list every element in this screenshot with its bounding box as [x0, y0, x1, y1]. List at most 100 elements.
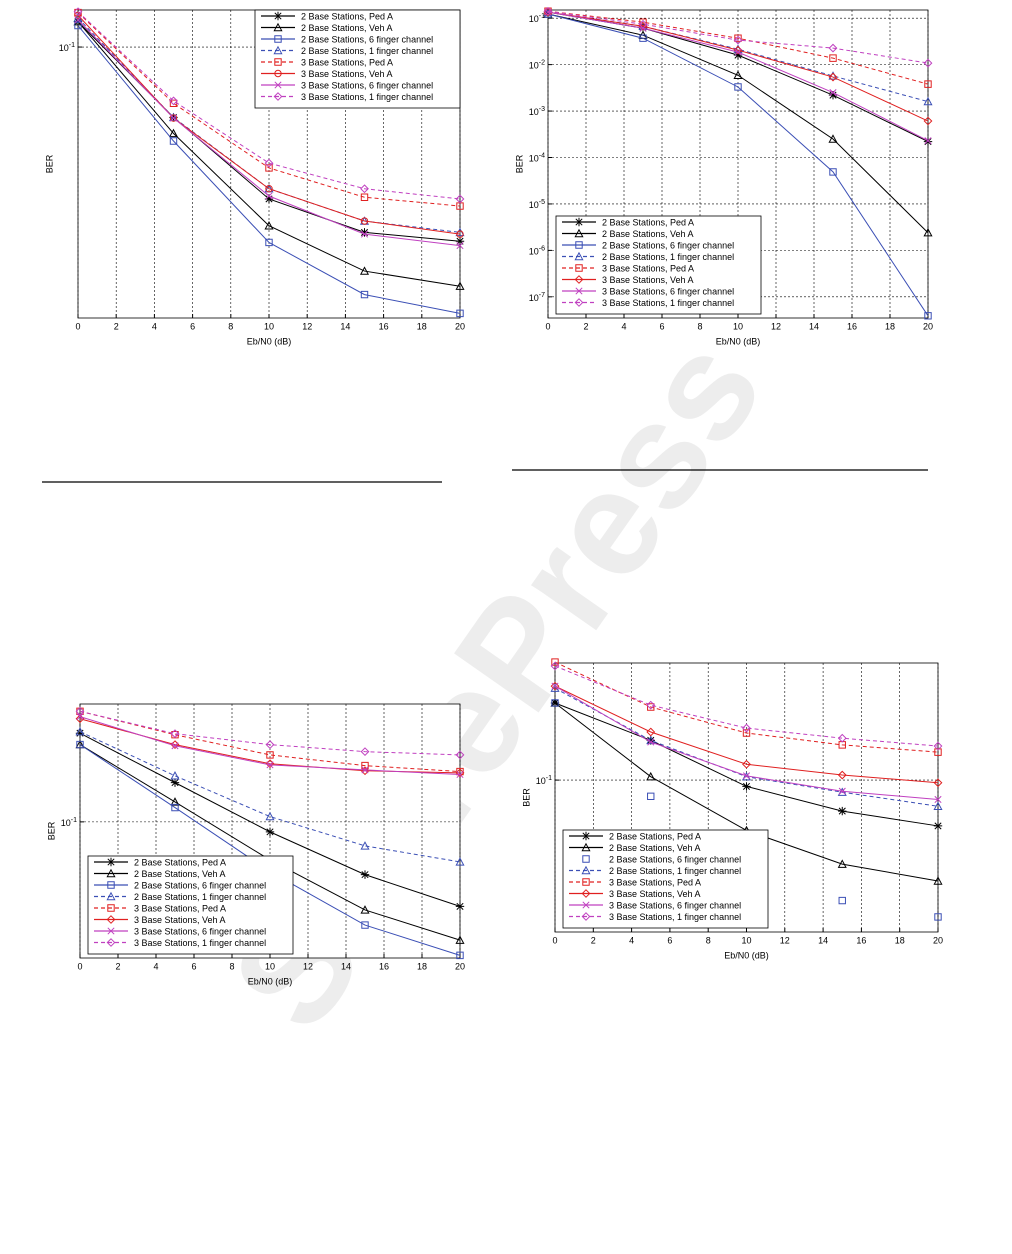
chart: 0 2 4 6 8 10 12 14 16 18 20 10-1 Eb/N0 (dB) BER 2 Base… [44, 7, 465, 346]
marker [170, 797, 180, 806]
marker [828, 72, 838, 82]
legend-label: 2 Base Stations, Ped A [134, 857, 226, 867]
marker [575, 287, 583, 295]
x-tick-label: 16 [847, 321, 857, 331]
marker [647, 792, 655, 800]
marker [543, 6, 553, 16]
marker [829, 54, 837, 62]
marker [265, 238, 273, 247]
marker [734, 83, 742, 91]
marker [933, 778, 943, 788]
x-tick-label: 12 [303, 961, 313, 971]
marker [360, 228, 369, 237]
marker [456, 230, 464, 238]
x-tick-label: 14 [340, 321, 350, 331]
legend-label: 2 Base Stations, Veh A [301, 23, 393, 33]
marker [170, 778, 180, 787]
legend-label: 2 Base Stations, 1 finger channel [609, 866, 741, 876]
marker [360, 230, 369, 238]
x-tick-label: 8 [697, 321, 702, 331]
series-line [554, 661, 939, 753]
x-tick-label: 18 [895, 935, 905, 945]
y-tick-label: 10-7 [529, 292, 545, 304]
x-tick-label: 20 [455, 321, 465, 331]
marker [733, 70, 743, 79]
marker [74, 21, 82, 30]
marker [274, 58, 282, 66]
marker [171, 742, 179, 750]
x-tick-label: 8 [228, 321, 233, 331]
marker [265, 164, 273, 172]
marker [456, 242, 464, 250]
y-tick-label: 10-6 [529, 245, 545, 257]
marker [359, 266, 370, 275]
x-tick-label: 10 [265, 961, 275, 971]
plot-frame [79, 703, 461, 959]
legend-label: 3 Base Stations, Ped A [609, 877, 701, 887]
marker [360, 193, 369, 201]
marker [266, 761, 274, 769]
legend-label: 2 Base Stations, 1 finger channel [602, 252, 734, 262]
marker [574, 298, 584, 307]
series-line [77, 21, 461, 287]
plot-frame [547, 9, 929, 319]
marker [742, 723, 751, 733]
series-line [79, 710, 461, 756]
x-tick-label: 10 [733, 321, 743, 331]
marker [933, 741, 943, 751]
marker [838, 806, 847, 816]
x-tick-label: 12 [771, 321, 781, 331]
x-tick-label: 10 [741, 935, 751, 945]
legend-box [254, 9, 461, 109]
series-line [79, 731, 461, 863]
marker [455, 902, 465, 911]
marker [923, 137, 933, 146]
marker [171, 803, 179, 812]
marker [934, 913, 942, 921]
legend: 2 Base Stations, Ped A 2 Base Stations, V… [555, 215, 762, 315]
legend-label: 3 Base Stations, 6 finger channel [134, 926, 266, 936]
marker [574, 251, 584, 261]
marker [107, 904, 115, 912]
x-tick-label: 14 [809, 321, 819, 331]
marker [106, 891, 116, 901]
marker [742, 759, 751, 769]
marker [574, 275, 584, 284]
marker [647, 738, 655, 746]
legend-label: 2 Base Stations, Ped A [301, 11, 393, 21]
marker [923, 58, 933, 68]
x-tick-label: 20 [933, 935, 943, 945]
marker [455, 750, 465, 760]
marker [106, 915, 116, 924]
marker [75, 706, 85, 716]
legend-label: 2 Base Stations, Veh A [134, 869, 226, 879]
marker [582, 901, 590, 909]
marker [455, 281, 465, 290]
marker [742, 772, 751, 780]
legend: 2 Base Stations, Ped A 2 Base Stations, V… [562, 829, 769, 929]
marker [933, 801, 943, 810]
marker [361, 766, 369, 774]
legend-label: 3 Base Stations, Ped A [134, 903, 226, 913]
marker [264, 220, 274, 230]
marker [273, 22, 283, 32]
marker [829, 168, 837, 176]
x-tick-label: 0 [545, 321, 550, 331]
marker [837, 733, 847, 743]
marker [646, 771, 656, 781]
marker [837, 859, 847, 868]
legend-label: 2 Base Stations, Ped A [609, 831, 701, 841]
marker [265, 192, 273, 200]
marker [923, 116, 933, 126]
y-tick-label: 10-5 [529, 199, 545, 211]
marker [274, 69, 282, 78]
marker [581, 889, 591, 898]
marker [456, 770, 464, 779]
x-tick-label: 2 [115, 961, 120, 971]
marker [742, 729, 751, 737]
series-line [547, 10, 929, 85]
marker [168, 128, 179, 138]
legend-label: 2 Base Stations, 1 finger channel [134, 892, 266, 902]
marker [170, 729, 180, 739]
x-tick-label: 16 [379, 961, 389, 971]
